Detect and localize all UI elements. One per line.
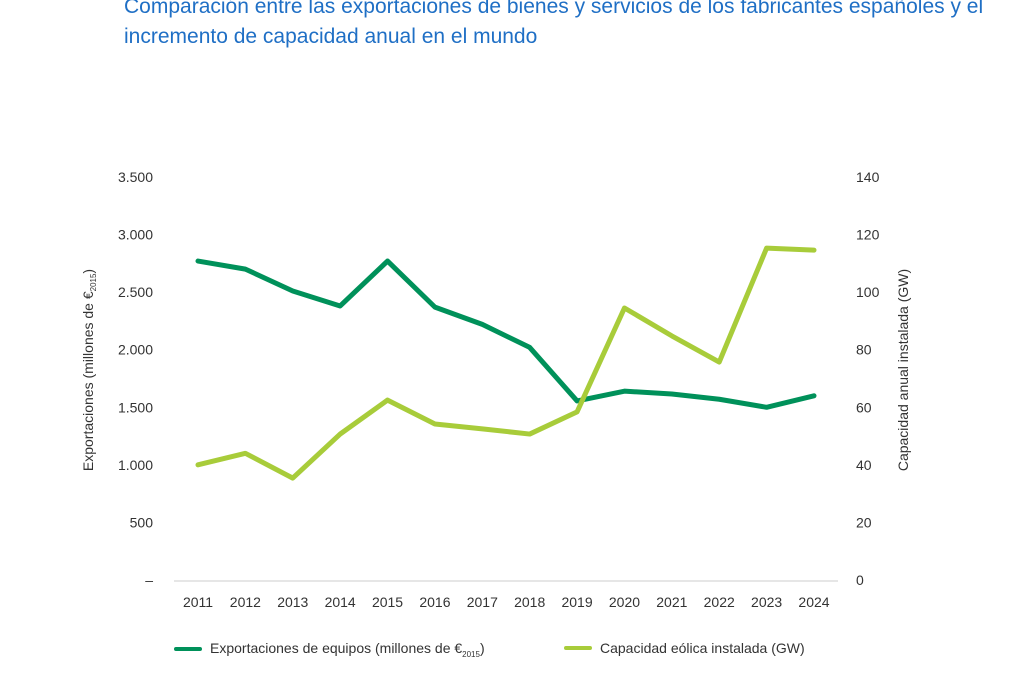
y-right-tick-label: 80 (856, 342, 872, 358)
y-left-tick-label: 3.000 (118, 227, 153, 243)
y-right-tick-label: 60 (856, 399, 872, 415)
x-tick-label: 2011 (183, 594, 213, 610)
x-tick-label: 2020 (609, 594, 640, 610)
y-left-tick-label: 500 (130, 514, 154, 530)
y-right-tick-label: 140 (856, 169, 880, 185)
x-tick-label: 2018 (514, 594, 545, 610)
x-tick-label: 2013 (277, 594, 308, 610)
y-right-tick-label: 20 (856, 514, 872, 530)
chart-title: Comparación entre las exportaciones de b… (124, 0, 984, 48)
series-line-2 (195, 245, 817, 481)
series-line-1 (195, 258, 817, 410)
y-right-axis-label: Capacidad anual instalada (GW) (895, 269, 911, 471)
y-left-tick-label: 2.500 (118, 284, 153, 300)
x-tick-label: 2016 (419, 594, 450, 610)
y-left-tick-label: 3.500 (118, 169, 153, 185)
x-tick-label: 2021 (656, 594, 687, 610)
x-tick-label: 2015 (372, 594, 403, 610)
x-tick-label: 2023 (751, 594, 782, 610)
y-right-tick-label: 100 (856, 284, 880, 300)
y-right-tick-label: 120 (856, 227, 880, 243)
x-tick-label: 2017 (467, 594, 498, 610)
legend-item-capacidad: Capacidad eólica instalada (GW) (564, 640, 805, 656)
x-tick-label: 2014 (325, 594, 356, 610)
legend-swatch (174, 647, 202, 652)
y-left-axis-label: Exportaciones (millones de €2015) (80, 269, 98, 471)
legend-item-exportaciones: Exportaciones de equipos (millones de €2… (174, 640, 485, 659)
x-tick-label: 2022 (704, 594, 735, 610)
legend-label: Exportaciones de equipos (millones de €2… (210, 640, 485, 659)
legend-label: Capacidad eólica instalada (GW) (600, 640, 805, 656)
y-left-tick-label: 1.500 (118, 399, 153, 415)
y-right-tick-label: 0 (856, 572, 864, 588)
y-left-tick-label: 1.000 (118, 457, 153, 473)
x-tick-label: 2012 (230, 594, 261, 610)
y-left-tick-label: – (145, 572, 153, 588)
y-left-tick-label: 2.000 (118, 342, 153, 358)
legend-swatch (564, 646, 592, 650)
x-tick-label: 2019 (561, 594, 592, 610)
y-right-tick-label: 40 (856, 457, 872, 473)
x-tick-label: 2024 (798, 594, 829, 610)
